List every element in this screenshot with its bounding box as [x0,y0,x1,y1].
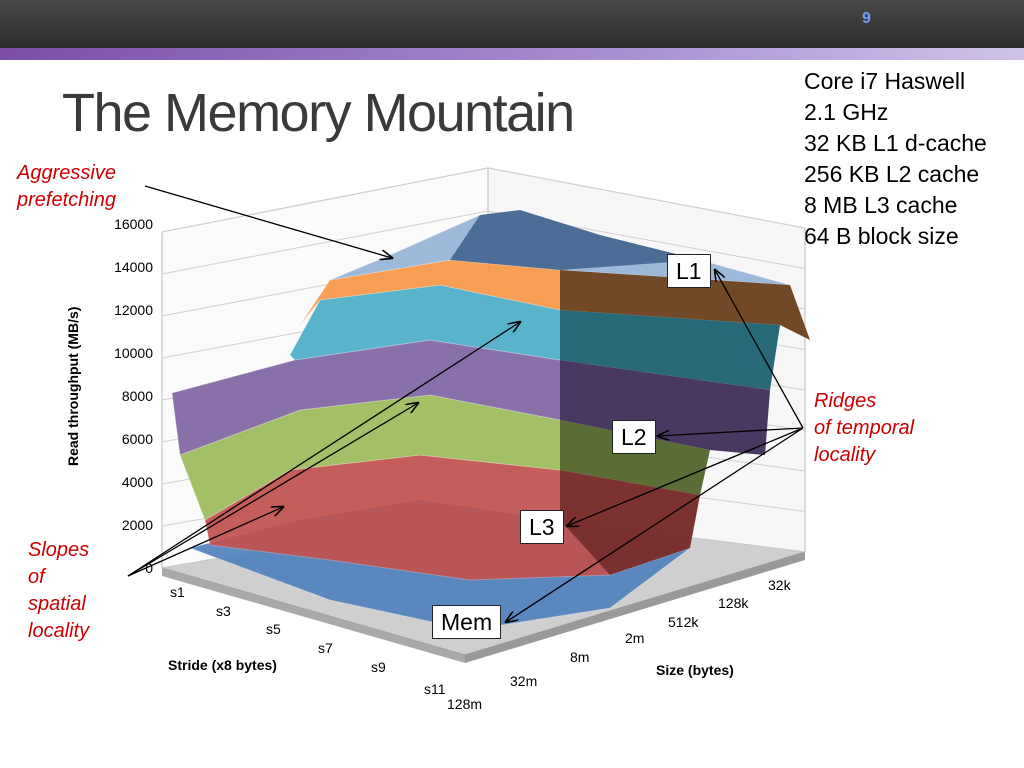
size-tick-labels: 128m 32m 8m 2m 512k 128k 32k [447,577,792,712]
spec-list: Core i7 Haswell 2.1 GHz 32 KB L1 d-cache… [804,66,987,252]
stride-tick-label: s7 [318,640,333,656]
y-tick-label: 6000 [122,431,153,447]
y-tick-labels: 0 2000 4000 6000 8000 10000 12000 14000 16000 [114,216,153,576]
spec-line: 32 KB L1 d-cache [804,130,987,156]
annotation-line: prefetching [17,189,116,211]
spec-line: 64 B block size [804,223,959,249]
accent-stripe [0,48,1024,60]
size-tick-label: 32m [510,673,537,689]
y-tick-label: 2000 [122,517,153,533]
grid-line [161,167,489,233]
annotation-line: locality [814,444,876,466]
annotation-line: locality [28,620,90,642]
surface-band-shadow [560,310,780,390]
spec-line: 256 KB L2 cache [804,161,980,187]
top-bar [0,0,1024,48]
annotation-line: Ridges [814,390,877,412]
label-mem: Mem [432,605,502,639]
annotation-slopes: Slopes of spatial locality [28,537,89,645]
grid-line [161,210,489,275]
stride-tick-labels: s1 s3 s5 s7 s9 s11 [170,584,446,697]
surface [171,209,811,631]
label-l3: L3 [520,510,564,544]
size-tick-label: 128m [447,696,482,712]
annotation-line: of temporal [814,417,915,439]
y-tick-label: 0 [145,560,153,576]
surface-band-shadow [560,420,710,495]
size-tick-label: 512k [668,614,699,630]
spec-line: 8 MB L3 cache [804,192,958,218]
size-tick-label: 32k [768,577,792,593]
y-tick-label: 12000 [114,302,153,318]
annotation-line: Aggressive [17,162,116,184]
size-tick-label: 2m [625,630,644,646]
stride-tick-label: s11 [424,681,446,697]
x-axis-title: Stride (x8 bytes) [168,657,277,673]
surface-band-shadow [560,470,700,575]
size-tick-label: 128k [718,595,749,611]
y-tick-label: 16000 [114,216,153,232]
y-tick-label: 4000 [122,474,153,490]
label-l1: L1 [667,254,711,288]
annotation-arrows [127,185,804,622]
surface-band-shadow [560,270,810,340]
annotation-line: of [28,566,45,588]
page-title: The Memory Mountain [62,83,575,143]
y-tick-label: 8000 [122,388,153,404]
stride-tick-label: s1 [170,584,185,600]
annotation-line: Slopes [28,539,90,561]
grid-line [487,167,806,229]
y-tick-label: 14000 [114,259,153,275]
y-axis-title: Read throughput (MB/s) [65,307,81,466]
stride-tick-label: s5 [266,621,281,637]
surface-band-shadow [450,210,700,270]
spec-line: Core i7 Haswell [804,68,966,94]
stride-tick-label: s9 [371,659,386,675]
annotation-line: spatial [28,593,86,615]
stride-tick-label: s3 [216,603,231,619]
y-tick-label: 10000 [114,345,153,361]
slide-number: 9 [862,10,871,27]
label-l2: L2 [612,420,656,454]
spec-line: 2.1 GHz [804,99,889,125]
size-axis-title: Size (bytes) [656,662,734,678]
annotation-prefetching: Aggressive prefetching [17,160,116,214]
annotation-ridges: Ridges of temporal locality [814,388,914,469]
surface-band-shadow [560,360,770,455]
size-tick-label: 8m [570,649,589,665]
